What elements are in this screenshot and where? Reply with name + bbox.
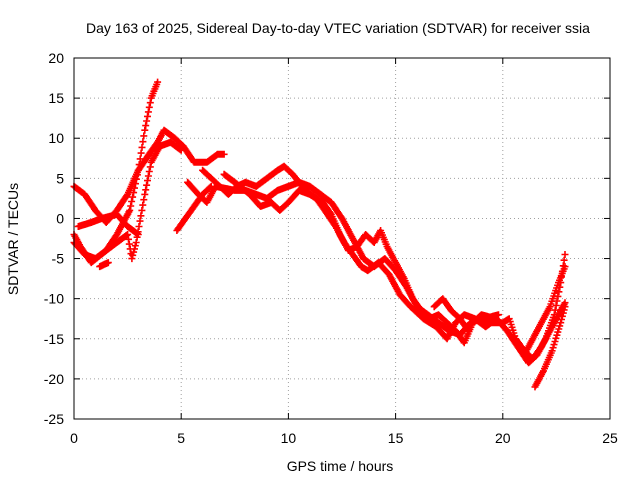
y-tick-label: 5 — [56, 170, 64, 186]
series-track-k — [531, 303, 569, 391]
y-tick-label: 15 — [48, 90, 64, 106]
x-axis-label: GPS time / hours — [287, 458, 394, 474]
y-tick-label: -20 — [44, 371, 64, 387]
chart-title: Day 163 of 2025, Sidereal Day-to-day VTE… — [86, 20, 590, 36]
series-track-e — [96, 259, 112, 271]
y-tick-labels: 20 15 10 5 0 -5 -10 -15 -20 -25 — [44, 50, 64, 427]
series-markers — [74, 210, 142, 238]
y-tick-label: 10 — [48, 130, 64, 146]
x-tick-label: 25 — [602, 430, 618, 446]
series-markers — [430, 295, 472, 335]
tick-marks — [73, 57, 611, 420]
x-tick-label: 5 — [177, 430, 185, 446]
y-tick-label: 20 — [48, 50, 64, 66]
y-tick-label: -5 — [52, 251, 65, 267]
series-track-j — [430, 295, 472, 335]
x-tick-label: 10 — [281, 430, 297, 446]
x-tick-label: 20 — [495, 430, 511, 446]
series-markers — [531, 303, 569, 391]
y-tick-label: -15 — [44, 331, 64, 347]
series-markers — [96, 259, 112, 271]
x-tick-labels: 0 5 10 15 20 25 — [70, 430, 618, 446]
y-tick-label: -10 — [44, 291, 64, 307]
series-layer — [70, 78, 569, 391]
plot-frame — [73, 57, 611, 420]
y-tick-label: -25 — [44, 411, 64, 427]
y-axis-label: SDTVAR / TECUs — [5, 183, 21, 295]
series-markers — [520, 263, 569, 359]
x-tick-label: 15 — [388, 430, 404, 446]
y-tick-label: 0 — [56, 210, 64, 226]
series-track-l — [520, 263, 569, 359]
series-track-d — [74, 210, 142, 238]
x-tick-label: 0 — [70, 430, 78, 446]
